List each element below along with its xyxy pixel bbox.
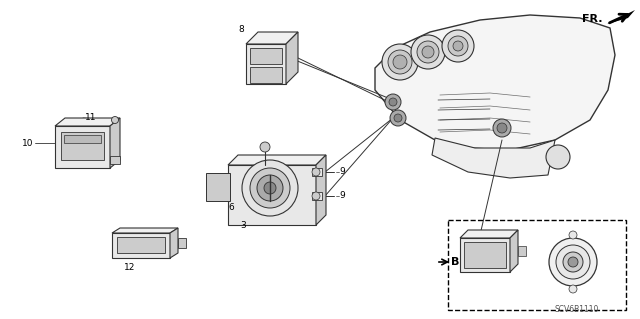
Bar: [178, 238, 186, 248]
Bar: [61, 132, 104, 160]
Polygon shape: [286, 32, 298, 84]
Circle shape: [417, 41, 439, 63]
Circle shape: [442, 30, 474, 62]
Circle shape: [393, 55, 407, 69]
Polygon shape: [55, 126, 110, 168]
Circle shape: [453, 41, 463, 51]
Circle shape: [382, 44, 418, 80]
Bar: [312, 168, 322, 176]
Circle shape: [563, 252, 583, 272]
Circle shape: [111, 116, 118, 123]
Circle shape: [312, 168, 320, 176]
Polygon shape: [375, 15, 615, 150]
Bar: [250, 67, 282, 83]
Circle shape: [569, 231, 577, 239]
Text: 11: 11: [85, 114, 97, 122]
Text: 10: 10: [22, 138, 34, 147]
Text: 9: 9: [339, 167, 345, 176]
Circle shape: [422, 46, 434, 58]
Polygon shape: [228, 155, 326, 165]
Polygon shape: [170, 228, 178, 258]
Bar: [117, 237, 165, 253]
Circle shape: [448, 36, 468, 56]
Circle shape: [389, 98, 397, 106]
Circle shape: [411, 35, 445, 69]
Circle shape: [394, 114, 402, 122]
Circle shape: [388, 50, 412, 74]
Text: 6: 6: [228, 203, 234, 211]
Polygon shape: [432, 138, 555, 178]
Polygon shape: [228, 165, 316, 225]
Polygon shape: [110, 118, 120, 168]
Bar: [518, 246, 526, 256]
Circle shape: [257, 175, 283, 201]
Circle shape: [569, 285, 577, 293]
Circle shape: [264, 182, 276, 194]
Circle shape: [497, 123, 507, 133]
Bar: [206, 173, 230, 201]
Bar: [448, 220, 626, 310]
Polygon shape: [246, 44, 286, 84]
Polygon shape: [112, 233, 170, 258]
Polygon shape: [112, 228, 178, 233]
Circle shape: [260, 142, 270, 152]
Polygon shape: [55, 118, 120, 126]
Circle shape: [549, 238, 597, 286]
Circle shape: [312, 192, 320, 200]
Circle shape: [385, 94, 401, 110]
Bar: [110, 156, 120, 164]
Text: 8: 8: [238, 26, 244, 34]
Polygon shape: [246, 32, 298, 44]
Text: FR.: FR.: [582, 14, 602, 24]
Circle shape: [250, 168, 290, 208]
Text: 9: 9: [339, 191, 345, 201]
Circle shape: [568, 257, 578, 267]
Bar: [464, 242, 506, 268]
Bar: [64, 135, 101, 143]
Polygon shape: [607, 10, 635, 24]
Circle shape: [493, 119, 511, 137]
Polygon shape: [460, 230, 518, 238]
Text: SCV6B1110: SCV6B1110: [555, 306, 599, 315]
Text: 3: 3: [240, 220, 246, 229]
Circle shape: [242, 160, 298, 216]
Text: B-37: B-37: [451, 257, 479, 267]
Polygon shape: [510, 230, 518, 272]
Bar: [250, 48, 282, 64]
Text: 12: 12: [124, 263, 136, 272]
Polygon shape: [316, 155, 326, 225]
Bar: [312, 192, 322, 200]
Circle shape: [546, 145, 570, 169]
Circle shape: [390, 110, 406, 126]
Circle shape: [556, 245, 590, 279]
Polygon shape: [460, 238, 510, 272]
